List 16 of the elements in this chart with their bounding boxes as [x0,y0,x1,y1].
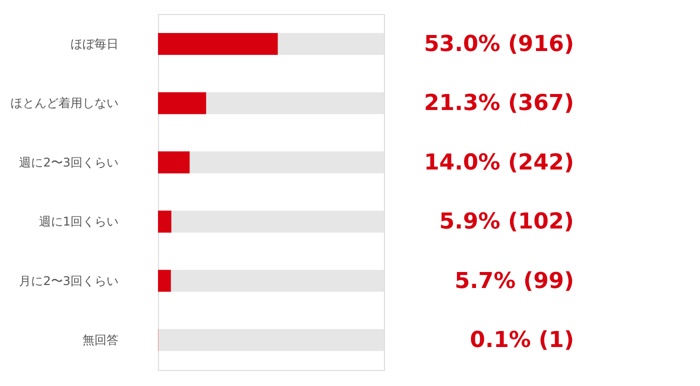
data-label: 0.1% (1) [470,328,574,354]
data-label: 53.0% (916) [424,32,574,57]
data-label: 21.3% (367) [424,91,574,116]
bar [158,270,171,292]
y-tick-label: ほとんど着用しない [10,96,118,110]
bar [158,92,206,114]
data-label: 5.9% (102) [439,210,574,235]
y-tick-label: ほぼ毎日 [70,36,118,51]
y-tick-label: 週に2〜3回くらい [19,155,118,170]
y-tick-label: 月に2〜3回くらい [19,274,118,288]
y-tick-label: 無回答 [82,333,118,348]
bar [158,210,172,233]
y-tick-label: 週に1回くらい [38,214,118,229]
data-label: 14.0% (242) [424,150,574,176]
data-label: 5.7% (99) [454,268,574,294]
bar [158,151,190,174]
